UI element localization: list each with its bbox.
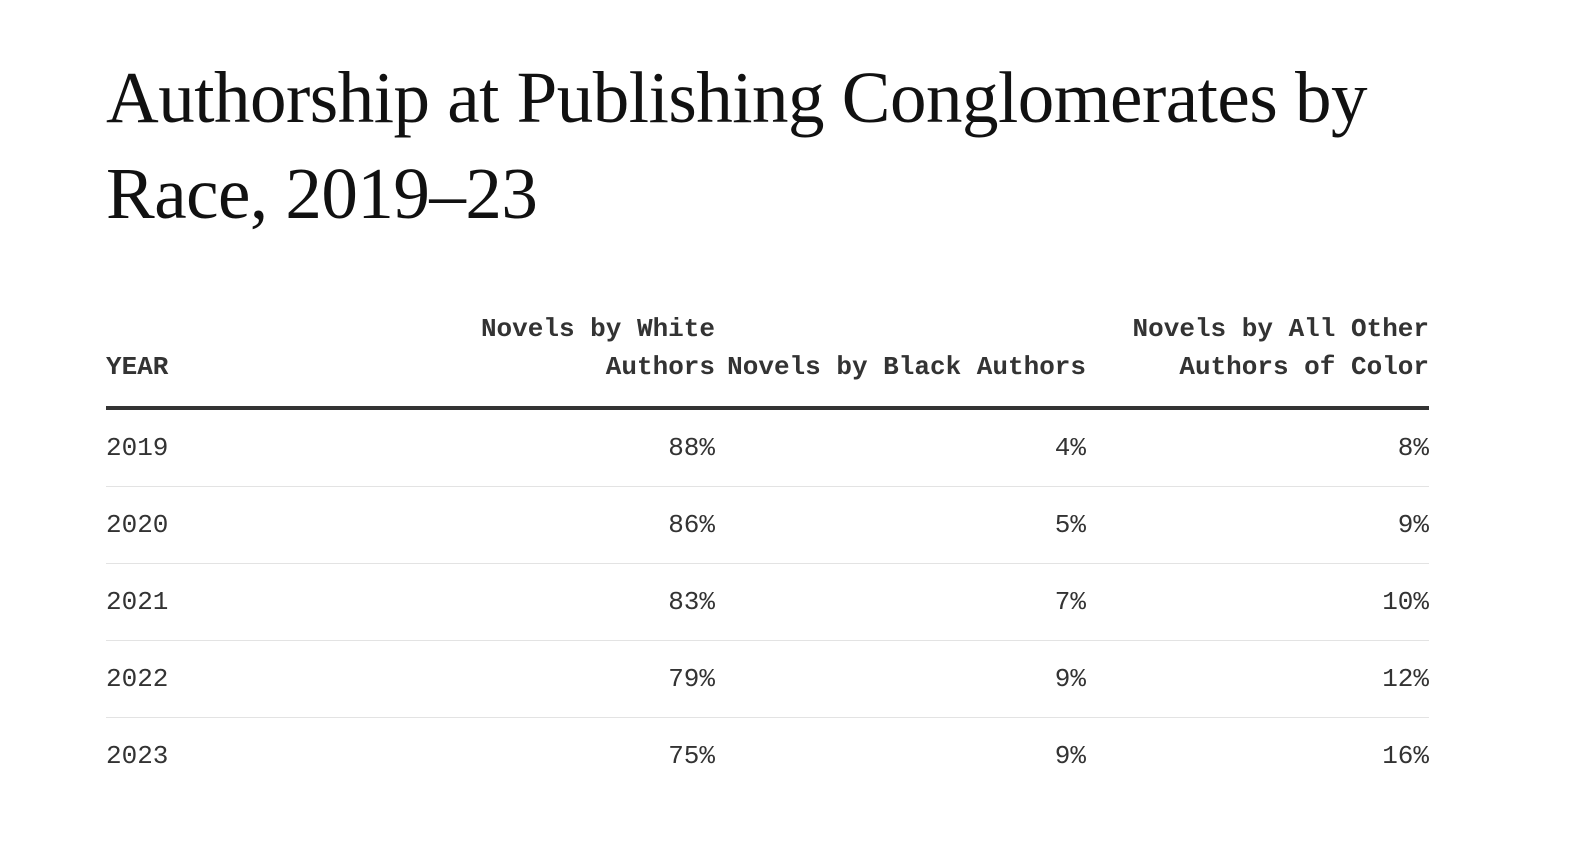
black-authors-cell: 5% [715,486,1086,564]
table-row: 2021 83% 7% 10% [106,563,1429,641]
year-cell: 2021 [106,563,436,641]
year-cell: 2020 [106,486,436,564]
other-authors-cell: 8% [1086,408,1429,487]
data-table-container: YEAR Novels by White Authors Novels by B… [106,310,1429,794]
white-authors-cell: 79% [436,640,715,718]
column-header-white-authors: Novels by White Authors [436,310,715,410]
black-authors-cell: 9% [715,640,1086,718]
chart-title: Authorship at Publishing Conglomerates b… [106,57,1368,234]
black-authors-cell: 7% [715,563,1086,641]
column-header-year: YEAR [106,310,436,410]
authorship-table: YEAR Novels by White Authors Novels by B… [106,310,1429,794]
other-authors-cell: 10% [1086,563,1429,641]
white-authors-cell: 83% [436,563,715,641]
table-row: 2020 86% 5% 9% [106,486,1429,564]
black-authors-cell: 9% [1054,741,1086,771]
black-authors-cell: 4% [715,408,1086,487]
white-authors-cell: 88% [436,408,715,487]
table-row: 2019 88% 4% 8% [106,408,1429,487]
column-header-black-authors: Novels by Black Authors [715,310,1086,410]
table-row: 2023 75% 9% 16% [106,718,1429,795]
year-cell: 2023 [106,741,169,771]
table-row: 2022 79% 9% 12% [106,640,1429,718]
other-authors-cell: 12% [1086,640,1429,718]
year-cell: 2019 [106,408,436,487]
white-authors-cell: 75% [668,741,715,771]
column-header-other-authors: Novels by All Other Authors of Color [1086,310,1429,410]
year-cell: 2022 [106,640,436,718]
white-authors-cell: 86% [436,486,715,564]
other-authors-cell: 16% [1382,741,1429,771]
other-authors-cell: 9% [1086,486,1429,564]
table-header-row: YEAR Novels by White Authors Novels by B… [106,310,1429,410]
